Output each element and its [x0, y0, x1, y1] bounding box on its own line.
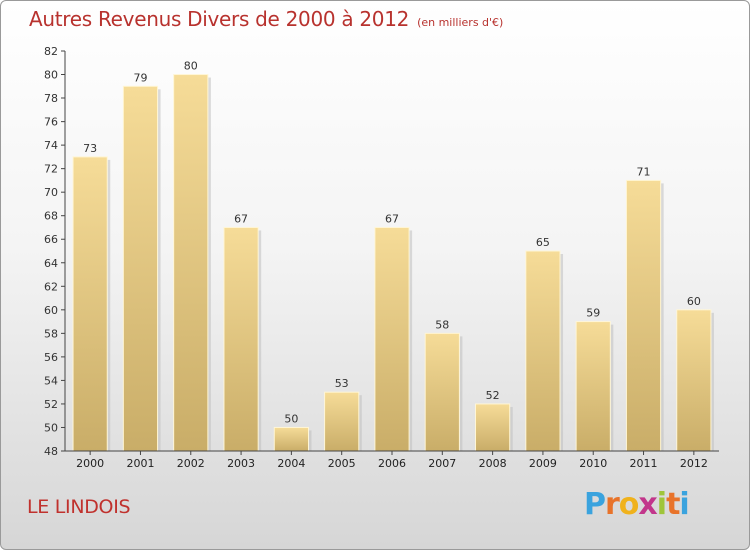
bar-value-label: 50 — [284, 412, 298, 425]
bar — [676, 309, 712, 452]
bar-value-label: 71 — [637, 165, 651, 178]
y-axis: 48 50 52 54 56 58 60 62 64 66 68 70 72 74 76 78 80 82 — [44, 45, 66, 458]
logo-letter: o — [618, 487, 640, 522]
bar — [122, 85, 159, 452]
x-tick-label: 2010 — [579, 457, 607, 470]
bar — [625, 179, 662, 452]
y-tick-label: 56 — [44, 351, 58, 364]
bar — [575, 321, 611, 452]
logo-letter: P — [584, 487, 606, 522]
x-tick-label: 2001 — [126, 457, 154, 470]
y-tick-label: 60 — [44, 304, 58, 317]
y-tick-label: 72 — [44, 163, 58, 176]
bar — [324, 391, 360, 452]
y-tick-label: 76 — [44, 116, 58, 129]
logo-letter: x — [638, 487, 657, 522]
bar — [374, 226, 410, 452]
bar — [223, 226, 259, 452]
y-tick-label: 58 — [44, 327, 58, 340]
y-tick-label: 52 — [44, 398, 58, 411]
bar-value-label: 79 — [133, 71, 147, 84]
logo-letter: r — [605, 487, 620, 522]
bars: 73 79 80 67 50 53 67 58 52 65 59 71 60 — [72, 60, 714, 452]
proxiti-logo[interactable]: Proxiti — [584, 487, 690, 522]
x-tick-label: 2011 — [630, 457, 658, 470]
chart-subtitle: (en milliers d'€) — [417, 16, 504, 29]
chart-title-text: Autres Revenus Divers de 2000 à 2012 — [29, 7, 410, 31]
bar-value-label: 67 — [234, 212, 248, 225]
x-tick-label: 2006 — [378, 457, 406, 470]
bar-value-label: 80 — [184, 60, 198, 73]
y-tick-label: 78 — [44, 92, 58, 105]
x-tick-label: 2005 — [328, 457, 356, 470]
x-tick-label: 2004 — [277, 457, 305, 470]
place-name: LE LINDOIS — [27, 496, 131, 518]
bar — [525, 250, 561, 452]
bar — [475, 403, 511, 452]
y-tick-label: 74 — [44, 139, 58, 152]
logo-letter: i — [679, 487, 689, 522]
y-tick-label: 62 — [44, 280, 58, 293]
bar — [173, 74, 209, 452]
bar — [72, 156, 108, 452]
y-tick-label: 54 — [44, 374, 58, 387]
logo-letter: t — [666, 487, 680, 522]
x-tick-label: 2003 — [227, 457, 255, 470]
y-tick-label: 50 — [44, 421, 58, 434]
bar-value-label: 60 — [687, 295, 701, 308]
x-tick-label: 2007 — [428, 457, 456, 470]
y-tick-label: 64 — [44, 257, 58, 270]
bar-value-label: 59 — [586, 307, 600, 320]
bar-value-label: 52 — [486, 389, 500, 402]
y-tick-label: 82 — [44, 45, 58, 58]
x-tick-label: 2009 — [529, 457, 557, 470]
bar-value-label: 67 — [385, 212, 399, 225]
bar-value-label: 53 — [335, 377, 349, 390]
x-tick-label: 2002 — [177, 457, 205, 470]
chart-title: Autres Revenus Divers de 2000 à 2012 (en … — [29, 7, 503, 31]
y-tick-label: 70 — [44, 186, 58, 199]
bar-value-label: 65 — [536, 236, 550, 249]
logo-letter: i — [656, 487, 667, 522]
bar-value-label: 73 — [83, 142, 97, 155]
y-tick-label: 48 — [44, 445, 58, 458]
x-tick-label: 2012 — [680, 457, 708, 470]
y-tick-label: 80 — [44, 69, 58, 82]
y-tick-label: 68 — [44, 210, 58, 223]
bar — [424, 332, 460, 452]
bar — [273, 426, 309, 452]
bar-value-label: 58 — [435, 318, 449, 331]
x-tick-label: 2000 — [76, 457, 104, 470]
y-tick-label: 66 — [44, 233, 58, 246]
x-axis: 2000 2001 2002 2003 2004 2005 2006 2007 2008 2009… — [65, 450, 719, 470]
x-tick-label: 2008 — [479, 457, 507, 470]
